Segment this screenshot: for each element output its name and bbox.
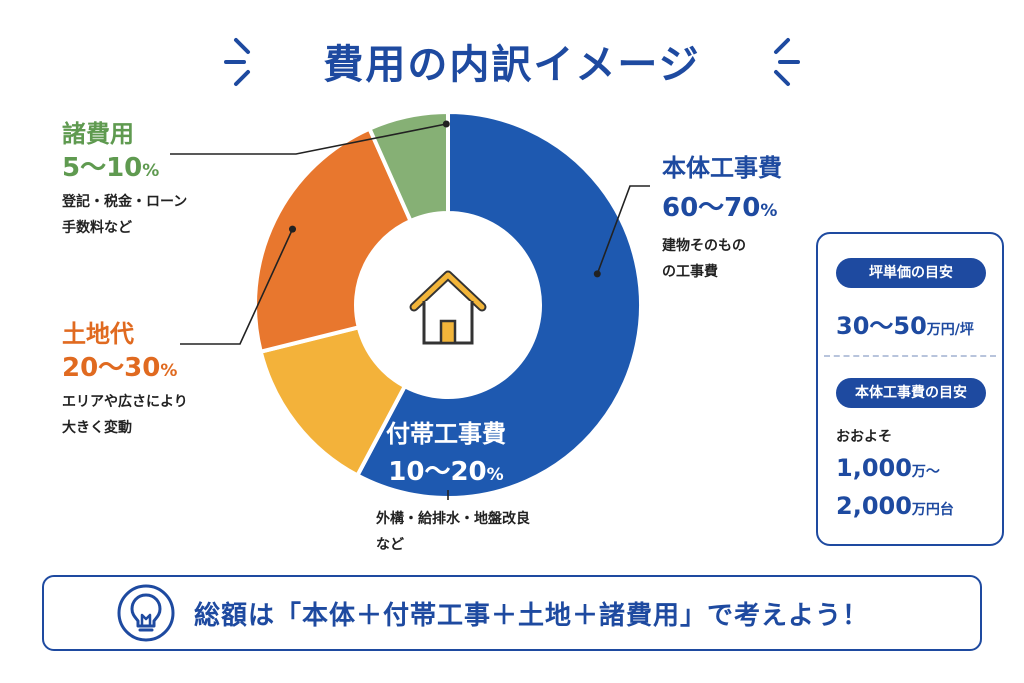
attached-name: 付帯工事費: [386, 420, 506, 448]
land-pct: 20〜30%: [62, 353, 178, 383]
house-icon: [409, 270, 487, 345]
slice-main-construction: [354, 109, 643, 500]
side-info-box: 坪単価の目安 30〜50万円/坪 本体工事費の目安 おおよそ 1,000万〜 2…: [816, 232, 1004, 546]
main-pct: 60〜70%: [662, 193, 778, 223]
leader-dot-main: [593, 270, 601, 278]
title-spark-icons: [224, 38, 800, 86]
summary-text: 総額は「本体＋付帯工事＋土地＋諸費用」で考えよう！: [194, 601, 870, 631]
slice-misc: [366, 109, 450, 224]
leader-dot-misc: [442, 120, 450, 128]
land-name: 土地代: [62, 320, 134, 348]
misc-name: 諸費用: [62, 120, 134, 148]
main-cost-label-pill: 本体工事費の目安: [836, 378, 986, 408]
side-divider: [824, 355, 996, 357]
leader-misc: [170, 123, 447, 155]
main-name: 本体工事費: [662, 154, 782, 182]
label-main: 本体工事費 60〜70% 建物そのもの の工事費: [662, 152, 782, 285]
leader-land: [180, 228, 294, 345]
main-cost-value-1: 1,000万〜: [836, 454, 940, 482]
leader-dot-land: [289, 225, 297, 233]
title-area: 費用の内訳イメージ: [0, 26, 1024, 96]
summary-banner: 総額は「本体＋付帯工事＋土地＋諸費用」で考えよう！: [42, 575, 982, 651]
attached-pct: 10〜20%: [388, 457, 504, 487]
label-misc: 諸費用 5〜10% 登記・税金・ローン 手数料など: [62, 118, 187, 241]
label-land: 土地代 20〜30% エリアや広さにより 大きく変動: [62, 318, 188, 441]
tsubo-label-pill: 坪単価の目安: [836, 258, 986, 288]
slice-land: [253, 126, 414, 355]
page-title: 費用の内訳イメージ: [323, 42, 701, 88]
approx-text: おおよそ: [836, 429, 892, 445]
leader-main: [596, 185, 650, 275]
lightbulb-icon: [117, 584, 175, 642]
misc-pct: 5〜10%: [62, 153, 160, 183]
main-desc: 建物そのもの の工事費: [662, 238, 746, 280]
land-desc: エリアや広さにより 大きく変動: [62, 394, 188, 436]
tsubo-value: 30〜50万円/坪: [836, 312, 974, 340]
label-attached: 付帯工事費 10〜20%: [350, 418, 542, 493]
attached-desc: 外構・給排水・地盤改良 など: [376, 511, 530, 553]
main-cost-value-2: 2,000万円台: [836, 492, 954, 520]
misc-desc: 登記・税金・ローン 手数料など: [62, 194, 188, 236]
